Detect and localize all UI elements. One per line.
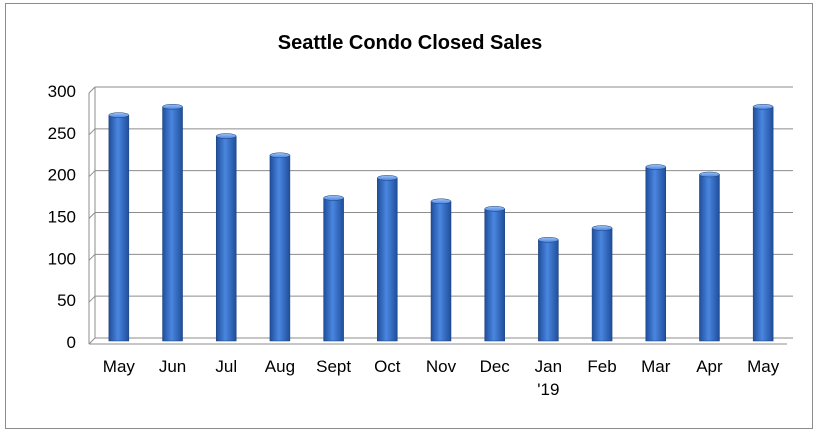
x-tick-label: Jun — [159, 357, 186, 376]
gridline-side — [88, 86, 96, 94]
y-tick-label: 50 — [57, 291, 76, 310]
bar — [108, 112, 130, 342]
axes — [88, 87, 787, 345]
bar — [752, 103, 774, 342]
bar — [377, 175, 398, 342]
y-tick-label: 100 — [48, 249, 76, 268]
x-tick-label: Aug — [265, 357, 295, 376]
x-tick-label: Oct — [374, 357, 401, 376]
x-tick-label: Mar — [641, 357, 671, 376]
y-tick-label: 200 — [48, 166, 76, 185]
x-tick-label: Jul — [215, 357, 237, 376]
y-tick-label: 150 — [48, 208, 76, 227]
gridline-side — [88, 128, 96, 136]
y-tick-label: 300 — [48, 82, 76, 101]
x-tick-label: Apr — [696, 357, 723, 376]
gridline-side — [88, 295, 96, 303]
y-tick-label: 250 — [48, 124, 76, 143]
x-tick-label: Nov — [426, 357, 457, 376]
x-tick-label: May — [747, 357, 780, 376]
x-tick-label: Sept — [316, 357, 351, 376]
gridline-side — [88, 170, 96, 178]
bar — [430, 198, 452, 342]
bar — [269, 152, 291, 342]
y-tick-labels: 0 50 100 150 200 250 300 — [48, 82, 76, 352]
bar — [162, 103, 183, 342]
bar — [484, 206, 505, 342]
bar — [538, 237, 559, 342]
x-tick-label: Jan '19 — [535, 357, 562, 399]
x-tick-label: Dec — [480, 357, 511, 376]
bar — [645, 164, 667, 342]
bar — [591, 225, 613, 342]
x-tick-label: Feb — [587, 357, 616, 376]
gridline-side — [88, 337, 96, 345]
y-tick-label: 0 — [67, 333, 76, 352]
gridline-side — [88, 253, 96, 261]
x-tick-labels: May Jun Jul Aug Sept Oct Nov Dec Jan '19 Feb Mar Apr… — [103, 357, 780, 399]
bar — [323, 195, 344, 342]
chart-title: Seattle Condo Closed Sales — [277, 32, 543, 54]
gridline-side — [88, 212, 96, 219]
bar — [215, 133, 237, 342]
bar — [699, 171, 720, 342]
bars — [108, 103, 774, 342]
x-tick-label: May — [103, 357, 136, 376]
chart-frame — [5, 3, 813, 429]
